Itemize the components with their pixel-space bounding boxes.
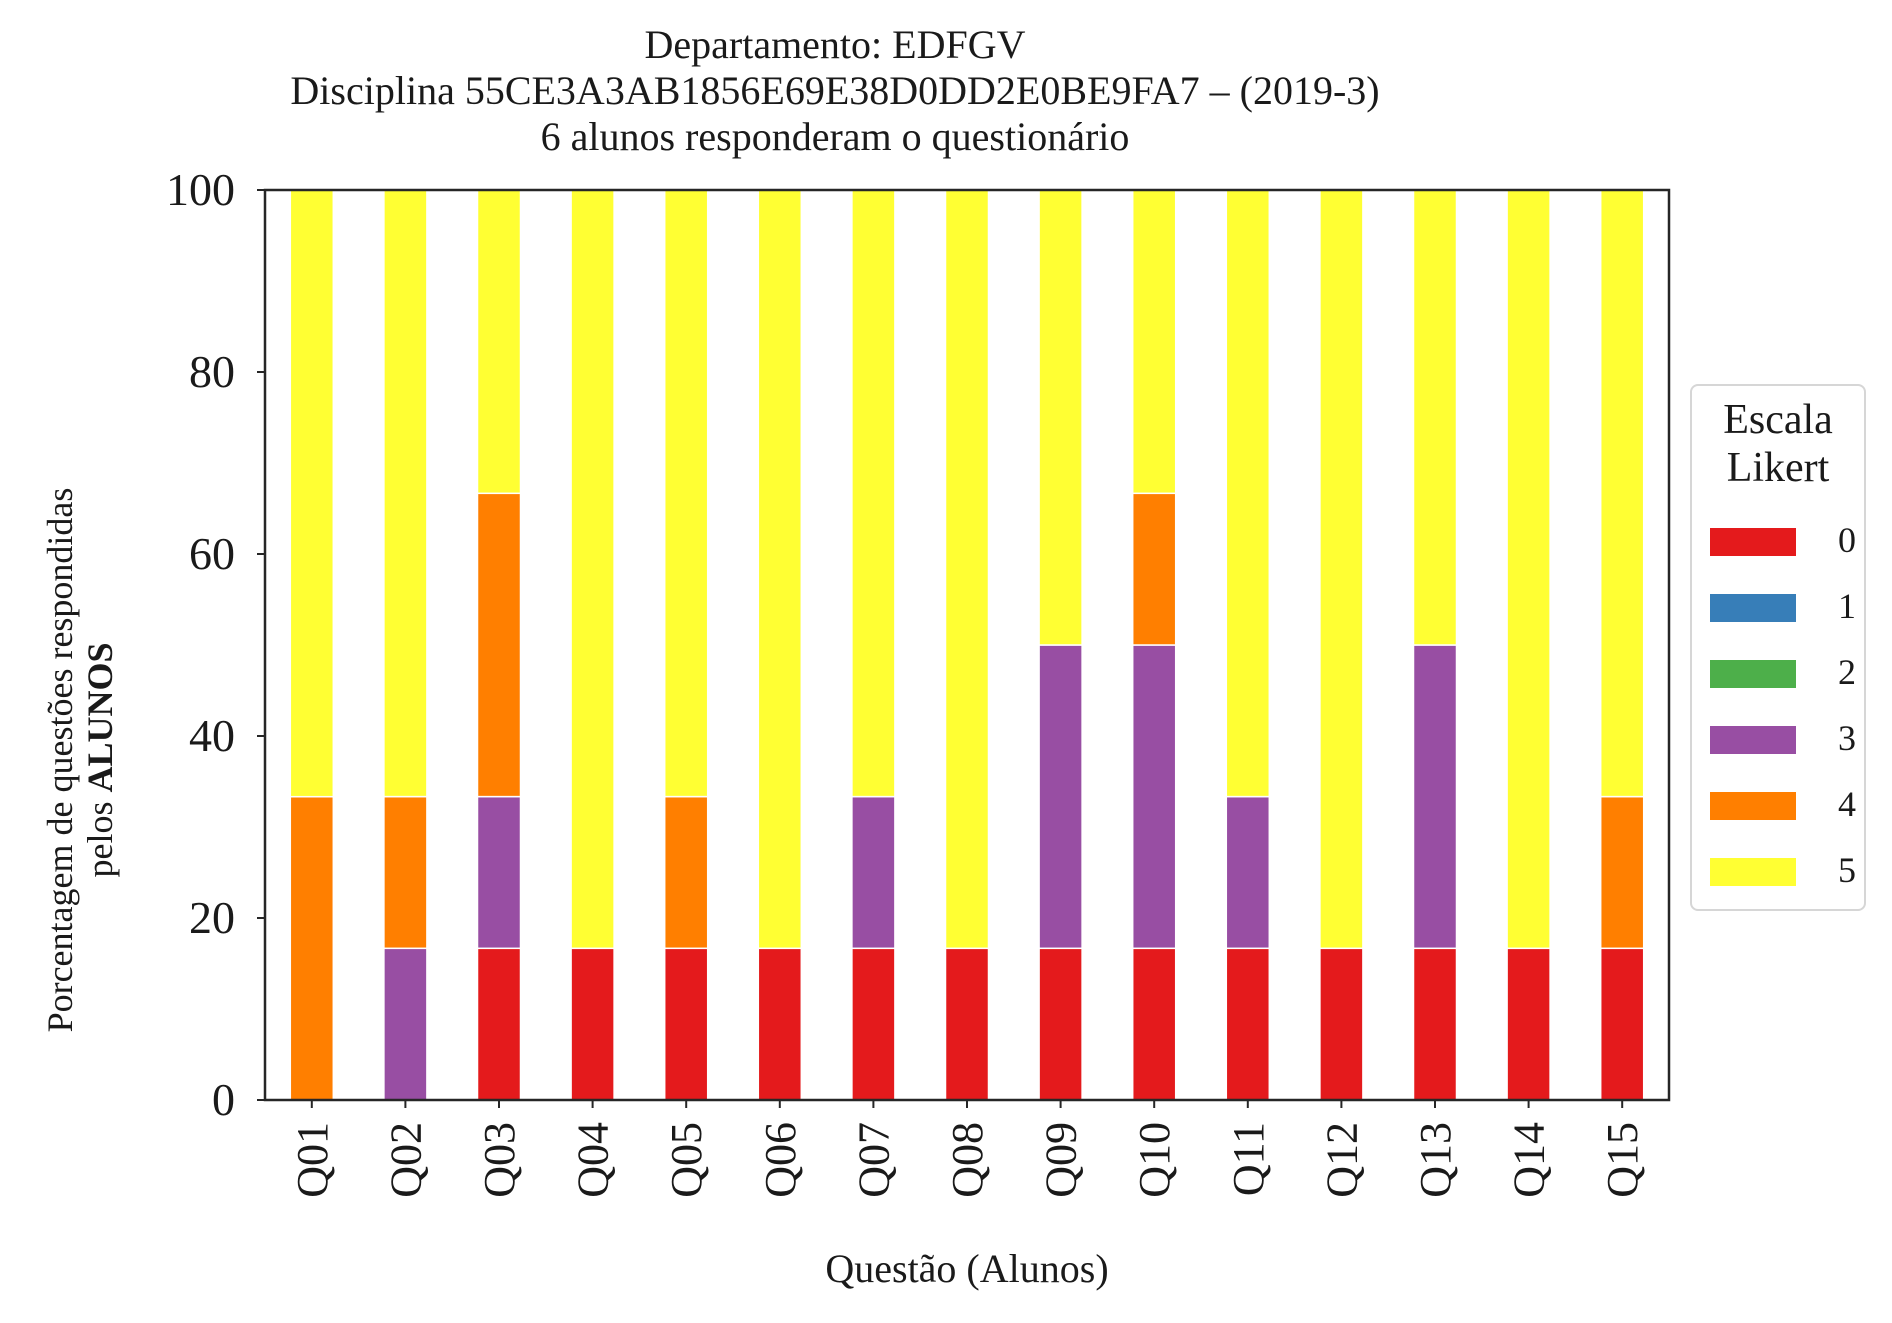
y-axis-label-line-2: pelos ALUNOS (80, 488, 120, 1033)
bar-q08-level-0 (944, 947, 990, 1101)
bar-q09-level-3 (1038, 644, 1083, 950)
x-tick-label: Q04 (569, 1122, 618, 1198)
legend-label: 0 (1838, 520, 1856, 560)
legend-item-0: 0 (1710, 520, 1860, 560)
y-tick-label: 0 (212, 1074, 235, 1125)
bar-q13-level-3 (1412, 644, 1458, 950)
bar-q02-level-3 (383, 947, 428, 1101)
bar-q02-level-4 (383, 795, 428, 950)
y-axis-label: Porcentagem de questões respondidas pelo… (40, 488, 120, 1033)
legend-label: 5 (1838, 850, 1856, 890)
y-tick-label: 100 (166, 164, 235, 215)
bar-q10-level-4 (1131, 492, 1177, 646)
bar-q14-level-0 (1506, 947, 1551, 1101)
bar-q15-level-5 (1599, 189, 1645, 798)
bar-q02-level-5 (383, 189, 428, 798)
plot-frame (263, 188, 1671, 1102)
legend-swatch (1710, 726, 1796, 754)
bar-q10-level-0 (1131, 947, 1177, 1101)
bar-q09-level-0 (1038, 947, 1083, 1101)
y-tick-label: 60 (189, 528, 235, 579)
bar-q09-level-5 (1038, 189, 1083, 646)
legend-label: 4 (1838, 784, 1856, 824)
legend-title: Escala Likert (1692, 396, 1864, 492)
bar-q03-level-5 (476, 189, 522, 495)
x-tick-label: Q08 (943, 1122, 992, 1198)
bar-q03-level-0 (476, 947, 522, 1101)
bar-q05-level-0 (663, 947, 709, 1101)
bar-q13-level-0 (1412, 947, 1458, 1101)
y-tick-label: 40 (189, 710, 235, 761)
legend: Escala Likert 0 1 2 3 4 5 (1690, 384, 1866, 911)
bar-q15-level-4 (1599, 795, 1645, 950)
x-axis-label: Questão (Alunos) (825, 1246, 1109, 1291)
bar-q03-level-3 (476, 795, 522, 950)
legend-item-2: 2 (1710, 652, 1860, 692)
x-tick-label: Q14 (1505, 1122, 1554, 1198)
bar-q01-level-4 (289, 795, 335, 1101)
legend-swatch (1710, 660, 1796, 688)
bar-q11-level-5 (1225, 189, 1271, 798)
bar-q12-level-0 (1319, 947, 1364, 1101)
bar-q10-level-3 (1131, 644, 1177, 950)
y-tick-label: 20 (189, 892, 235, 943)
bar-q11-level-3 (1225, 795, 1271, 950)
x-tick-label: Q01 (288, 1122, 337, 1198)
legend-item-3: 3 (1710, 718, 1860, 758)
bar-q06-level-0 (757, 947, 803, 1101)
bar-q03-level-4 (476, 492, 522, 798)
bar-q07-level-5 (851, 189, 896, 798)
chart-title-line-3: 6 alunos responderam o questionário (540, 114, 1130, 159)
legend-item-4: 4 (1710, 784, 1860, 824)
legend-swatch (1710, 594, 1796, 622)
bar-q13-level-5 (1412, 189, 1458, 646)
bar-q05-level-5 (663, 189, 709, 798)
legend-label: 3 (1838, 718, 1856, 758)
x-tick-label: Q15 (1598, 1122, 1647, 1198)
bar-q14-level-5 (1506, 189, 1551, 950)
bar-q07-level-0 (851, 947, 896, 1101)
bar-q10-level-5 (1131, 189, 1177, 495)
legend-swatch (1710, 792, 1796, 820)
x-tick-label: Q13 (1411, 1122, 1460, 1198)
x-tick-label: Q07 (849, 1122, 898, 1198)
x-tick-label: Q09 (1037, 1122, 1086, 1198)
y-axis-label-bold: ALUNOS (80, 642, 120, 793)
y-axis-label-line-1: Porcentagem de questões respondidas (40, 487, 80, 1033)
x-tick-label: Q05 (662, 1122, 711, 1198)
legend-item-1: 1 (1710, 586, 1860, 626)
legend-label: 2 (1838, 652, 1856, 692)
bar-q11-level-0 (1225, 947, 1271, 1101)
bar-q01-level-5 (289, 189, 335, 798)
bar-q07-level-3 (851, 795, 896, 950)
bar-q08-level-5 (944, 189, 990, 950)
x-tick-label: Q03 (475, 1122, 524, 1198)
x-tick-label: Q06 (756, 1122, 805, 1198)
chart-title: Departamento: EDFGV Disciplina 55CE3A3AB… (0, 22, 1670, 160)
bar-q12-level-5 (1319, 189, 1364, 950)
legend-title-line-2: Likert (1726, 445, 1830, 491)
legend-item-5: 5 (1710, 850, 1860, 890)
bar-q06-level-5 (757, 189, 803, 950)
legend-swatch (1710, 858, 1796, 886)
y-tick-label: 80 (189, 346, 235, 397)
chart-title-line-1: Departamento: EDFGV (644, 22, 1026, 67)
y-axis-label-prefix: pelos (80, 792, 120, 878)
legend-label: 1 (1838, 586, 1856, 626)
x-tick-label: Q10 (1130, 1122, 1179, 1198)
bar-q15-level-0 (1599, 947, 1645, 1101)
bar-q05-level-4 (663, 795, 709, 950)
legend-swatch (1710, 528, 1796, 556)
x-tick-label: Q02 (381, 1122, 430, 1198)
x-tick-label: Q12 (1317, 1122, 1366, 1198)
bar-q04-level-5 (570, 189, 615, 950)
x-tick-label: Q11 (1224, 1122, 1273, 1196)
chart-title-line-2: Disciplina 55CE3A3AB1856E69E38D0DD2E0BE9… (290, 68, 1380, 113)
legend-title-line-1: Escala (1723, 397, 1833, 443)
bar-q04-level-0 (570, 947, 615, 1101)
